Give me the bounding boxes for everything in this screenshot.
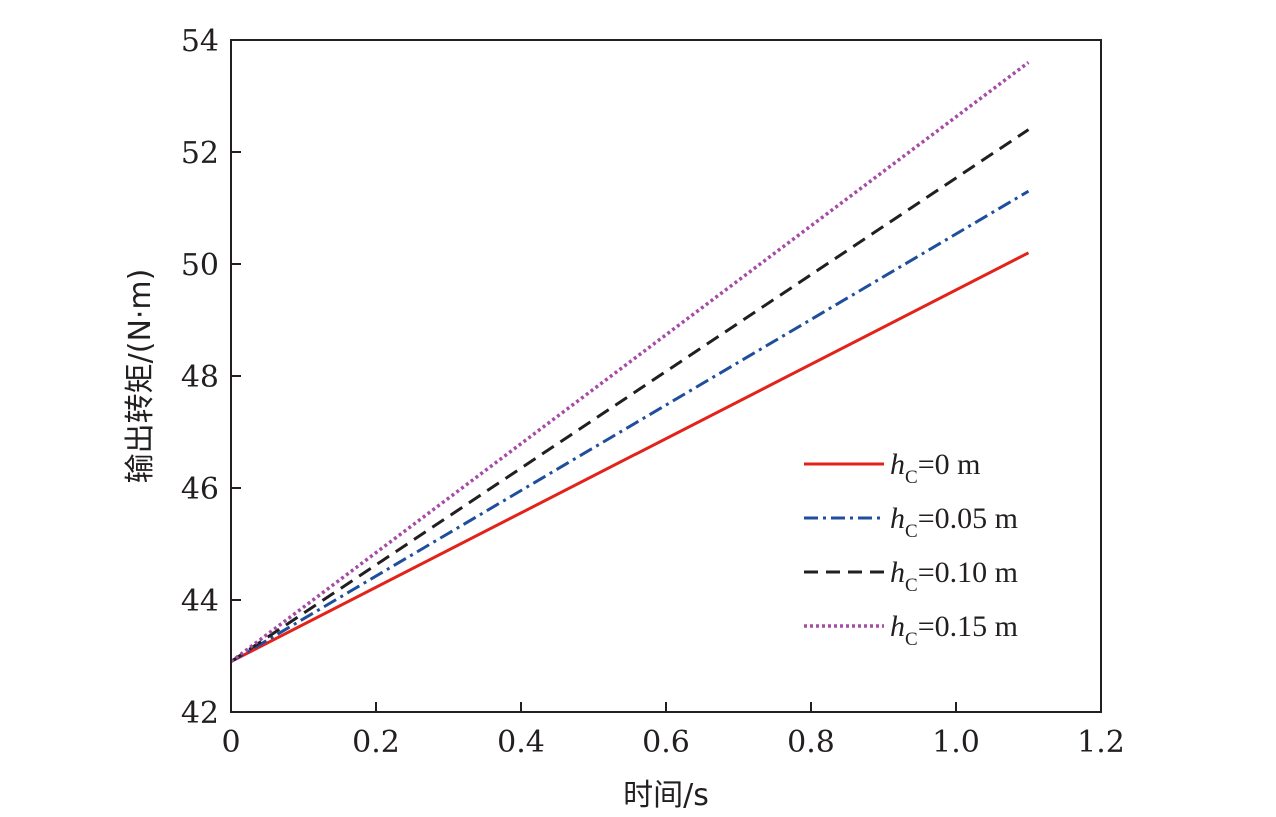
legend-label-0: hC=0 m (890, 448, 980, 488)
legend: hC=0 mhC=0.05 mhC=0.10 mhC=0.15 m (804, 448, 1018, 650)
x-tick-label-6: 1.2 (1077, 725, 1125, 760)
x-axis-title: 时间/s (623, 778, 709, 813)
series-line-1 (230, 189, 1030, 663)
y-tick-label-2: 46 (181, 472, 219, 507)
legend-series-name-1: 0.05 m (935, 502, 1018, 535)
tick-labels: 0 0.2 0.4 0.6 0.8 1.0 1.2 42 44 46 48 50 52 54 (181, 24, 1125, 760)
legend-subscript-2: C (905, 575, 918, 596)
y-tick-label-1: 44 (181, 584, 219, 619)
series-line-3 (229, 61, 1030, 663)
legend-equals-1: = (918, 502, 935, 535)
series-line-0 (230, 251, 1030, 663)
series-layer (229, 61, 1030, 663)
x-tick-label-4: 0.8 (787, 725, 835, 760)
x-tick-label-3: 0.6 (642, 725, 690, 760)
legend-symbol-0: h (890, 448, 905, 481)
y-tick-label-0: 42 (181, 696, 219, 731)
legend-subscript-3: C (905, 629, 918, 650)
legend-equals-0: = (918, 448, 935, 481)
x-tick-label-5: 1.0 (932, 725, 980, 760)
legend-symbol-2: h (890, 556, 905, 589)
legend-series-name-3: 0.15 m (935, 610, 1018, 643)
x-tick-label-1: 0.2 (352, 725, 400, 760)
legend-symbol-1: h (890, 502, 905, 535)
axis-ticks (230, 39, 1102, 713)
legend-label-2: hC=0.10 m (890, 556, 1018, 596)
legend-label-3: hC=0.15 m (890, 610, 1018, 650)
legend-label-1: hC=0.05 m (890, 502, 1018, 542)
y-tick-label-4: 50 (181, 248, 219, 283)
legend-equals-3: = (918, 610, 935, 643)
x-tick-label-2: 0.4 (497, 725, 545, 760)
legend-equals-2: = (918, 556, 935, 589)
legend-symbol-3: h (890, 610, 905, 643)
legend-subscript-0: C (905, 467, 918, 488)
legend-subscript-1: C (905, 521, 918, 542)
y-axis-title: 输出转矩/(N·m) (123, 269, 158, 484)
x-tick-label-0: 0 (221, 725, 240, 760)
series-line-2 (230, 128, 1030, 663)
y-tick-label-5: 52 (181, 136, 219, 171)
y-tick-label-6: 54 (181, 24, 219, 59)
y-tick-label-3: 48 (181, 360, 219, 395)
legend-series-name-0: 0 m (935, 448, 981, 481)
legend-series-name-2: 0.10 m (935, 556, 1018, 589)
